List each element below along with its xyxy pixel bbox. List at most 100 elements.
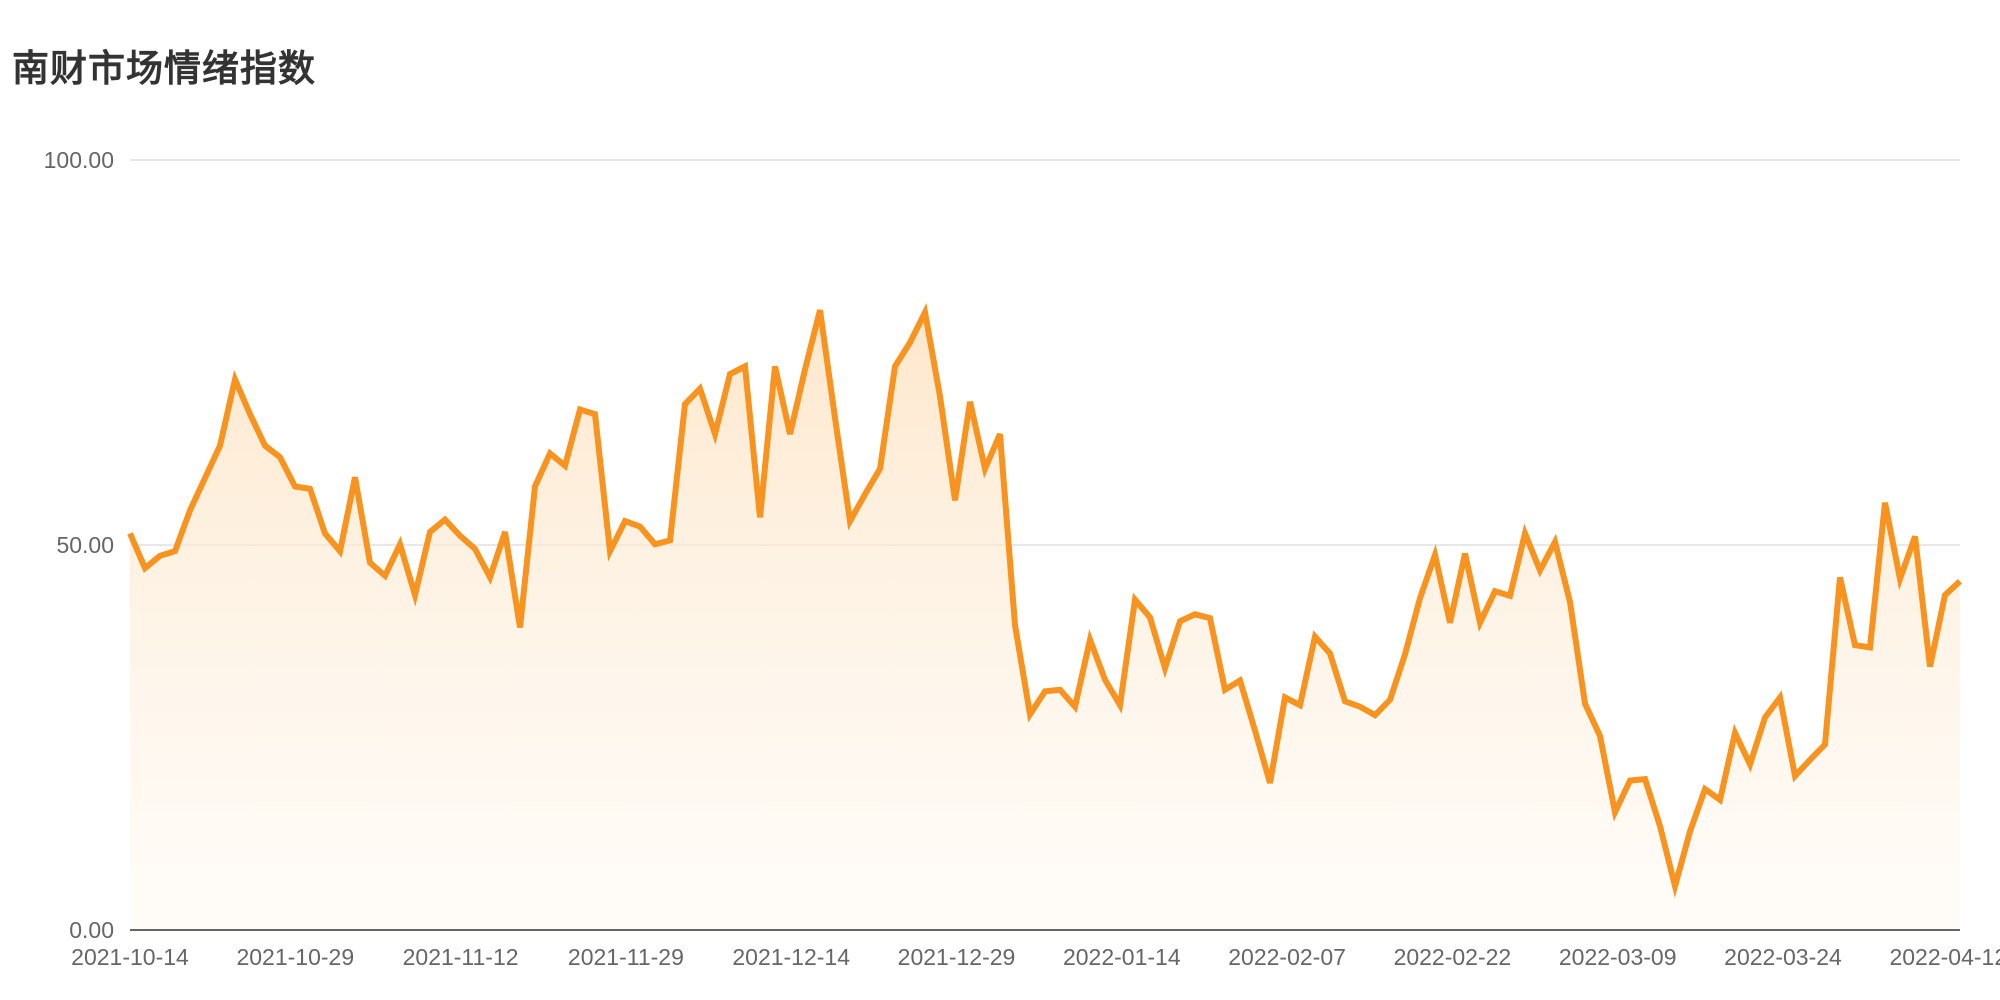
x-tick-label: 2022-03-24 bbox=[1724, 944, 1842, 970]
data-point bbox=[202, 475, 208, 481]
x-tick-label: 2021-12-14 bbox=[732, 944, 850, 970]
data-point bbox=[1822, 741, 1828, 747]
data-point bbox=[1192, 611, 1198, 617]
data-point bbox=[1327, 651, 1333, 657]
data-point bbox=[1897, 576, 1903, 582]
data-point bbox=[1552, 539, 1558, 545]
data-point bbox=[547, 450, 553, 456]
data-point bbox=[697, 386, 703, 392]
data-point bbox=[982, 466, 988, 472]
data-point bbox=[1432, 552, 1438, 558]
data-point bbox=[1102, 677, 1108, 683]
x-tick-label: 2021-11-29 bbox=[568, 944, 684, 970]
data-point bbox=[862, 491, 868, 497]
data-point bbox=[1252, 728, 1258, 734]
data-point bbox=[742, 363, 748, 369]
data-point bbox=[1447, 620, 1453, 626]
data-point bbox=[1222, 687, 1228, 693]
data-point bbox=[457, 533, 463, 539]
data-point bbox=[562, 463, 568, 469]
data-point bbox=[487, 574, 493, 580]
data-point bbox=[1507, 593, 1513, 599]
chart-title: 南财市场情绪指数 bbox=[12, 48, 316, 89]
data-point bbox=[1042, 688, 1048, 694]
data-point bbox=[532, 483, 538, 489]
data-point bbox=[382, 573, 388, 579]
data-point bbox=[367, 560, 373, 566]
data-point bbox=[892, 363, 898, 369]
data-point bbox=[1717, 797, 1723, 803]
data-point bbox=[1657, 823, 1663, 829]
data-point bbox=[922, 309, 928, 315]
y-tick-label: 0.00 bbox=[69, 917, 114, 943]
data-point bbox=[1012, 622, 1018, 628]
data-point bbox=[472, 546, 478, 552]
data-point bbox=[247, 411, 253, 417]
data-point bbox=[1747, 761, 1753, 767]
data-point bbox=[1612, 809, 1618, 815]
data-point bbox=[1867, 644, 1873, 650]
data-point bbox=[1462, 550, 1468, 556]
data-point bbox=[1942, 592, 1948, 598]
data-point bbox=[1597, 733, 1603, 739]
data-point bbox=[352, 474, 358, 480]
data-point bbox=[712, 431, 718, 437]
data-point bbox=[1522, 530, 1528, 536]
data-point bbox=[1177, 618, 1183, 624]
data-point bbox=[877, 466, 883, 472]
data-point bbox=[817, 307, 823, 313]
data-point bbox=[1582, 701, 1588, 707]
data-point bbox=[1162, 665, 1168, 671]
y-tick-label: 100.00 bbox=[44, 147, 114, 173]
data-point bbox=[727, 371, 733, 377]
x-tick-label: 2021-11-12 bbox=[403, 944, 519, 970]
data-point bbox=[682, 401, 688, 407]
data-point bbox=[1477, 620, 1483, 626]
data-point bbox=[1117, 702, 1123, 708]
data-point bbox=[1702, 786, 1708, 792]
data-point bbox=[652, 541, 658, 547]
data-point bbox=[772, 363, 778, 369]
x-tick-label: 2021-10-29 bbox=[236, 944, 354, 970]
data-point bbox=[1357, 704, 1363, 710]
data-point bbox=[1732, 730, 1738, 736]
data-point bbox=[997, 431, 1003, 437]
data-point bbox=[1492, 588, 1498, 594]
data-point bbox=[952, 497, 958, 503]
data-point bbox=[127, 530, 133, 536]
data-point bbox=[142, 565, 148, 571]
series-area-fill bbox=[130, 310, 1960, 930]
data-point bbox=[1762, 714, 1768, 720]
data-point bbox=[802, 366, 808, 372]
data-point bbox=[1237, 678, 1243, 684]
data-point bbox=[937, 393, 943, 399]
data-point bbox=[1342, 698, 1348, 704]
x-tick-label: 2022-03-09 bbox=[1559, 944, 1677, 970]
data-point bbox=[412, 592, 418, 598]
data-point bbox=[622, 518, 628, 524]
data-point bbox=[1837, 574, 1843, 580]
grid-lines bbox=[130, 159, 1960, 546]
data-point bbox=[1882, 500, 1888, 506]
data-point bbox=[967, 399, 973, 405]
series-line-group bbox=[127, 303, 1963, 898]
x-tick-label: 2022-04-12 bbox=[1889, 944, 2000, 970]
data-point bbox=[1372, 712, 1378, 718]
x-tick-label: 2022-02-22 bbox=[1394, 944, 1512, 970]
data-point bbox=[262, 443, 268, 449]
data-point bbox=[1312, 634, 1318, 640]
data-point bbox=[757, 514, 763, 520]
data-point bbox=[1147, 614, 1153, 620]
x-tick-label: 2022-02-07 bbox=[1228, 944, 1346, 970]
data-point bbox=[322, 530, 328, 536]
data-point bbox=[517, 624, 523, 630]
y-tick-label: 50.00 bbox=[56, 532, 114, 558]
data-point bbox=[307, 486, 313, 492]
x-tick-label: 2021-12-29 bbox=[898, 944, 1016, 970]
data-point bbox=[592, 411, 598, 417]
data-point bbox=[907, 339, 913, 345]
data-point bbox=[1672, 883, 1678, 889]
series-line bbox=[127, 303, 1963, 898]
